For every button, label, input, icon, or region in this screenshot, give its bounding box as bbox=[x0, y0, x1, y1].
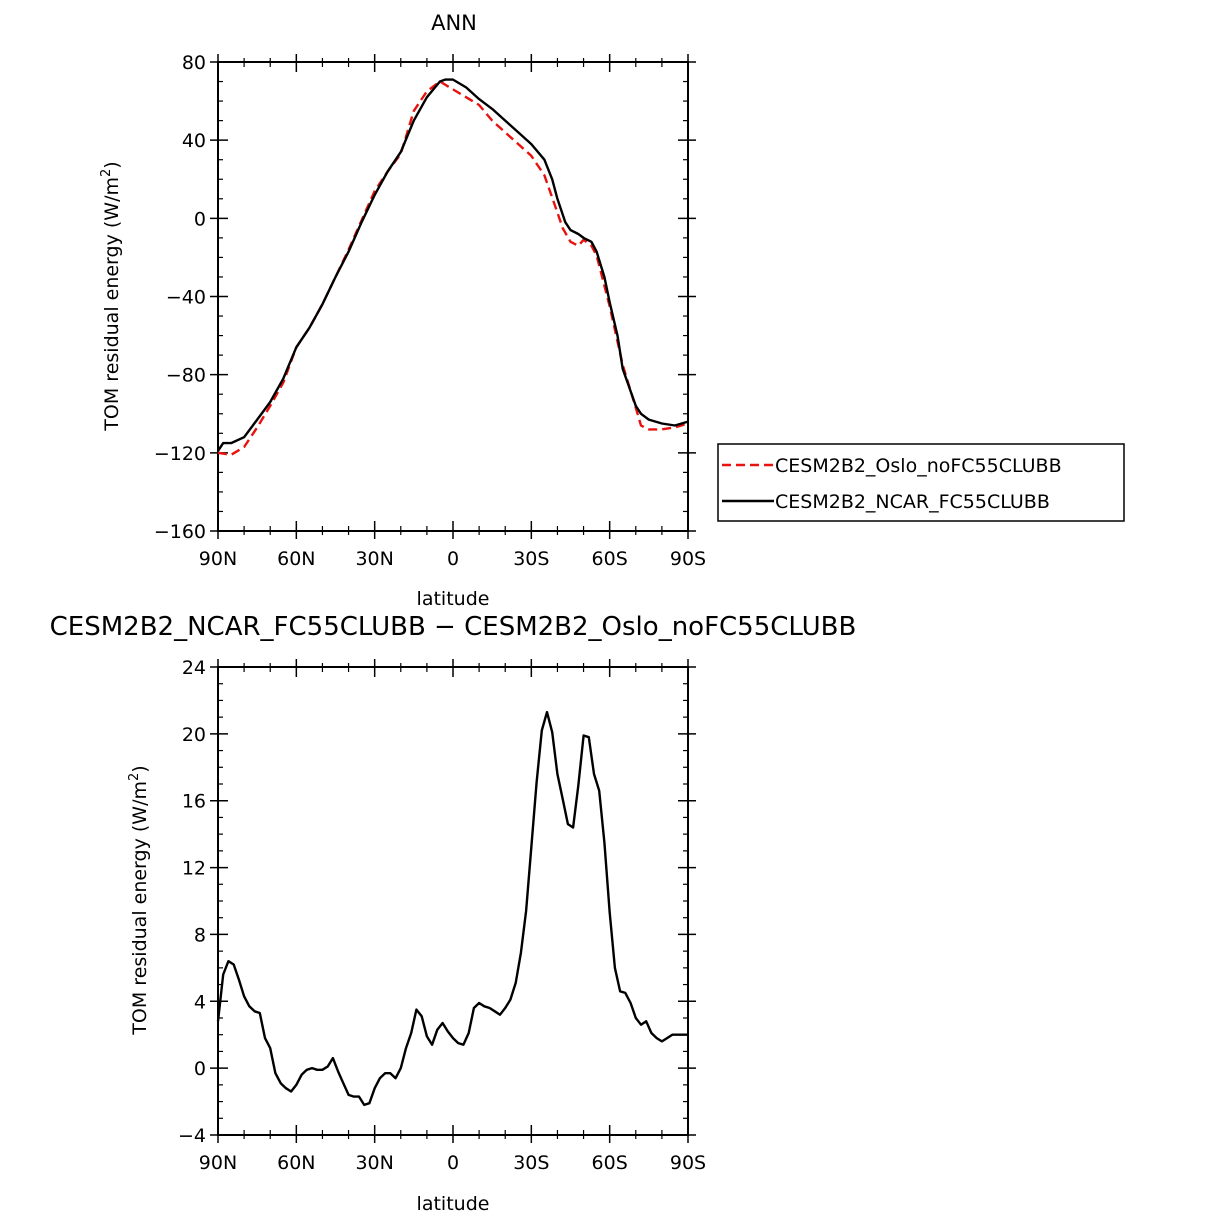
bottom-chart: CESM2B2_NCAR_FC55CLUBB − CESM2B2_Oslo_no… bbox=[50, 612, 857, 1215]
axis-ticks: 90N 60N 30N 0 30S 60S 90S 24 20 16 12 8 4 0 −4 bbox=[178, 657, 706, 1174]
y-tick-label: 0 bbox=[194, 1058, 206, 1080]
x-tick-label: 60N bbox=[277, 1152, 315, 1174]
plot-frame bbox=[217, 666, 689, 1136]
y-tick-label: −120 bbox=[154, 443, 206, 465]
y-axis-label: TOM residual energy (W/m2) bbox=[99, 161, 123, 431]
legend: CESM2B2_Oslo_noFC55CLUBB CESM2B2_NCAR_FC… bbox=[717, 443, 1125, 522]
y-tick-label: 12 bbox=[182, 858, 206, 880]
y-tick-label: 24 bbox=[182, 657, 206, 679]
y-tick-label: 80 bbox=[182, 52, 206, 74]
legend-label-ncar: CESM2B2_NCAR_FC55CLUBB bbox=[775, 491, 1050, 513]
series-group bbox=[216, 710, 688, 1107]
x-tick-label: 30S bbox=[513, 1152, 549, 1174]
y-tick-label: 0 bbox=[194, 208, 206, 230]
x-tick-label: 60N bbox=[277, 548, 315, 570]
x-tick-label: 60S bbox=[592, 548, 628, 570]
x-tick-label: 0 bbox=[447, 1152, 459, 1174]
x-axis-label: latitude bbox=[417, 588, 490, 610]
x-tick-label: 30S bbox=[513, 548, 549, 570]
legend-label-oslo: CESM2B2_Oslo_noFC55CLUBB bbox=[775, 455, 1062, 477]
series-line-1 bbox=[217, 78, 689, 452]
y-axis-label: TOM residual energy (W/m2) bbox=[127, 765, 151, 1035]
y-tick-label: −160 bbox=[154, 521, 206, 543]
x-tick-label: 90N bbox=[199, 548, 237, 570]
chart-title: ANN bbox=[431, 11, 477, 35]
y-tick-label: 4 bbox=[194, 991, 206, 1013]
x-tick-label: 30N bbox=[355, 548, 393, 570]
x-tick-label: 90S bbox=[670, 1152, 706, 1174]
y-tick-label: 40 bbox=[182, 130, 206, 152]
x-tick-label: 90N bbox=[199, 1152, 237, 1174]
y-tick-label: −4 bbox=[178, 1125, 206, 1147]
y-tick-label: −40 bbox=[166, 287, 206, 309]
series-line-0 bbox=[216, 710, 688, 1107]
chart-title: CESM2B2_NCAR_FC55CLUBB − CESM2B2_Oslo_no… bbox=[50, 612, 857, 642]
x-axis-label: latitude bbox=[417, 1193, 490, 1215]
series-group bbox=[217, 78, 689, 456]
x-tick-label: 60S bbox=[592, 1152, 628, 1174]
y-tick-label: 20 bbox=[182, 724, 206, 746]
top-chart: ANN 90N 60N 30N 0 30S 60S 90S 80 40 0 −40 −80 −120 −1… bbox=[99, 11, 1125, 610]
x-tick-label: 30N bbox=[355, 1152, 393, 1174]
legend-box bbox=[717, 443, 1125, 522]
plot-frame bbox=[217, 61, 689, 532]
x-tick-label: 0 bbox=[447, 548, 459, 570]
y-tick-label: −80 bbox=[166, 365, 206, 387]
y-tick-label: 16 bbox=[182, 791, 206, 813]
y-tick-label: 8 bbox=[194, 924, 206, 946]
x-tick-label: 90S bbox=[670, 548, 706, 570]
series-line-0 bbox=[217, 80, 689, 456]
axis-ticks: 90N 60N 30N 0 30S 60S 90S 80 40 0 −40 −80 −120 −160 bbox=[154, 52, 706, 570]
